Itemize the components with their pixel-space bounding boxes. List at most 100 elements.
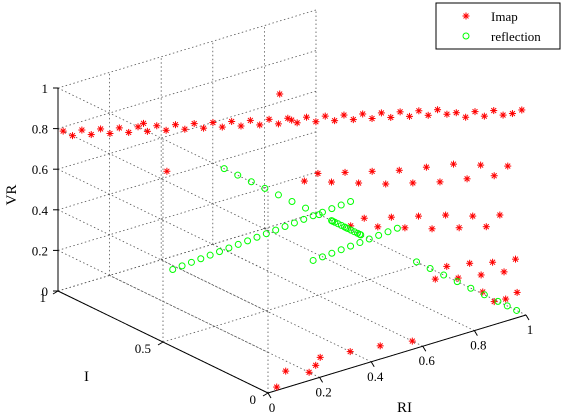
legend-marker-reflection	[462, 32, 470, 40]
data-point-imap	[469, 212, 477, 220]
data-point-imap	[442, 211, 450, 219]
asterisk-stroke	[434, 106, 441, 113]
y-tick-label: 0	[250, 392, 257, 407]
asterisk-stroke	[497, 212, 503, 218]
data-point-reflection	[253, 233, 261, 241]
asterisk-stroke	[191, 120, 198, 127]
asterisk-stroke	[443, 263, 450, 270]
asterisk-stroke	[478, 272, 484, 278]
data-point-reflection	[328, 205, 336, 213]
asterisk-stroke	[313, 118, 319, 125]
asterisk-stroke	[163, 127, 169, 134]
data-point-reflection	[344, 225, 352, 233]
asterisk-stroke	[423, 164, 430, 171]
data-point-imap	[153, 122, 161, 130]
data-point-reflection	[169, 265, 177, 273]
data-point-imap	[355, 179, 363, 187]
axes-layer	[52, 87, 530, 399]
x-tick-label: 1	[527, 322, 534, 337]
asterisk-stroke	[481, 113, 488, 119]
series-imap	[59, 90, 526, 391]
asterisk-stroke	[317, 354, 324, 361]
asterisk-stroke	[477, 162, 484, 168]
asterisk-stroke	[284, 115, 291, 122]
asterisk-stroke	[425, 112, 432, 119]
legend-box	[435, 2, 561, 50]
y-tick-label: 1	[40, 290, 47, 305]
wall-grid-line	[57, 87, 269, 191]
data-point-imap	[513, 288, 521, 296]
asterisk-stroke	[88, 131, 95, 138]
data-point-reflection	[480, 291, 488, 299]
data-point-imap	[477, 271, 485, 279]
data-point-imap	[282, 367, 290, 375]
data-point-imap	[171, 121, 179, 129]
asterisk-stroke	[361, 215, 368, 222]
data-point-imap	[237, 122, 245, 130]
data-point-imap	[265, 115, 273, 123]
asterisk-stroke	[453, 109, 460, 116]
wall-grid-line	[57, 212, 317, 292]
asterisk-stroke	[500, 112, 506, 118]
data-point-imap	[424, 111, 432, 119]
data-point-reflection	[467, 284, 475, 292]
x-tick-label: 0.8	[470, 338, 486, 353]
data-point-reflection	[206, 251, 214, 259]
z-tick-label: 1	[42, 81, 49, 96]
x-tick-mark	[370, 361, 375, 368]
asterisk-stroke	[369, 115, 375, 122]
data-point-imap	[434, 106, 442, 114]
floor-grid-line	[109, 275, 320, 378]
data-point-reflection	[261, 184, 269, 192]
data-point-imap	[331, 117, 339, 125]
data-point-reflection	[426, 264, 434, 272]
asterisk-stroke	[306, 369, 312, 376]
data-point-imap	[97, 125, 105, 133]
data-point-imap	[359, 110, 367, 118]
asterisk-stroke	[455, 275, 462, 281]
x-axis-line	[267, 314, 527, 394]
data-point-imap	[190, 120, 198, 128]
floor-grid-line	[161, 259, 372, 363]
data-point-imap	[246, 116, 254, 124]
data-point-imap	[341, 168, 349, 176]
z-tick-label: 0.6	[32, 162, 49, 177]
data-point-imap	[463, 175, 471, 183]
asterisk-stroke	[359, 111, 366, 117]
asterisk-stroke	[219, 124, 226, 130]
wall-grid-line	[57, 90, 317, 170]
asterisk-stroke	[256, 122, 263, 128]
data-point-reflection	[393, 224, 401, 232]
data-point-imap	[455, 224, 463, 232]
asterisk-stroke	[228, 118, 235, 125]
data-point-imap	[466, 259, 474, 267]
asterisk-stroke	[469, 213, 476, 219]
asterisk-stroke	[456, 224, 462, 231]
asterisk-stroke	[107, 130, 113, 137]
data-point-reflection	[331, 218, 339, 226]
asterisk-stroke	[200, 125, 207, 131]
asterisk-stroke	[315, 170, 321, 177]
x-tick-mark	[473, 330, 478, 336]
asterisk-stroke	[97, 126, 104, 132]
data-point-imap	[436, 178, 444, 186]
legend-label-reflection: reflection	[491, 29, 541, 44]
asterisk-stroke	[410, 180, 416, 186]
asterisk-stroke	[135, 124, 141, 130]
data-point-reflection	[453, 278, 461, 286]
data-point-imap	[59, 127, 67, 135]
asterisk-stroke	[331, 117, 338, 124]
data-point-imap	[377, 109, 385, 117]
asterisk-stroke	[172, 121, 179, 128]
data-point-reflection	[274, 191, 282, 199]
data-point-imap	[134, 123, 142, 131]
data-point-imap	[327, 178, 335, 186]
data-point-imap	[143, 127, 151, 135]
data-point-reflection	[365, 235, 373, 243]
data-point-imap	[395, 166, 403, 174]
data-point-imap	[409, 179, 417, 187]
data-point-imap	[316, 353, 324, 361]
wall-grid-line	[57, 172, 317, 251]
asterisk-stroke	[416, 107, 422, 114]
z-tick-label: 0.4	[32, 203, 49, 218]
